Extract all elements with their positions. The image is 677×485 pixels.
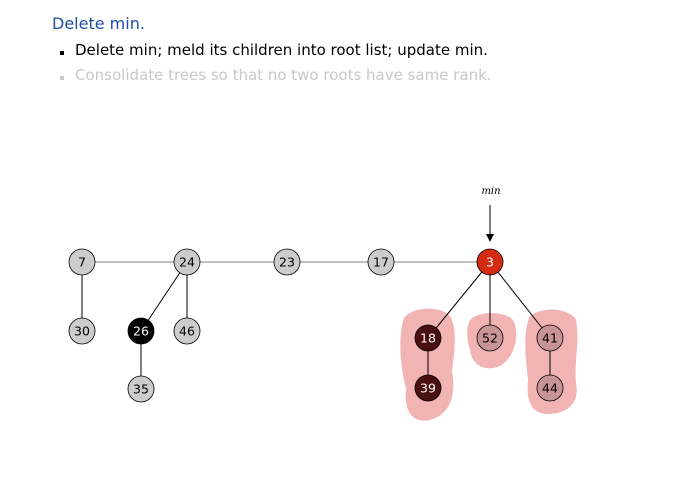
node-label: 41 bbox=[542, 331, 558, 346]
node-41: 41 bbox=[536, 324, 564, 352]
node-label: 18 bbox=[420, 331, 436, 346]
node-44: 44 bbox=[536, 374, 564, 402]
node-35: 35 bbox=[127, 375, 155, 403]
node-label: 3 bbox=[486, 255, 494, 270]
bullet-marker bbox=[60, 50, 64, 55]
node-26-marked: 26 bbox=[127, 317, 155, 345]
node-label: 24 bbox=[179, 255, 195, 270]
min-pointer-label: min bbox=[481, 186, 500, 197]
node-17: 17 bbox=[367, 248, 395, 276]
node-39: 39 bbox=[414, 374, 442, 402]
bullet-text: Delete min; meld its children into root … bbox=[75, 41, 488, 59]
node-30: 30 bbox=[68, 317, 96, 345]
node-label: 46 bbox=[179, 324, 195, 339]
node-label: 30 bbox=[74, 324, 90, 339]
edge-3-41 bbox=[489, 261, 551, 339]
node-18: 18 bbox=[414, 324, 442, 352]
node-7: 7 bbox=[68, 248, 96, 276]
bullet-item-1: Delete min; meld its children into root … bbox=[60, 41, 488, 59]
node-46: 46 bbox=[173, 317, 201, 345]
node-23: 23 bbox=[273, 248, 301, 276]
node-label: 7 bbox=[78, 255, 86, 270]
bullet-item-2: Consolidate trees so that no two roots h… bbox=[60, 66, 492, 84]
node-label: 26 bbox=[133, 324, 149, 339]
slide-title: Delete min. bbox=[52, 14, 145, 33]
node-label: 39 bbox=[420, 381, 436, 396]
node-label: 17 bbox=[373, 255, 389, 270]
edge-3-18 bbox=[427, 261, 491, 339]
node-label: 35 bbox=[133, 382, 149, 397]
edge-24-26 bbox=[140, 261, 188, 332]
node-label: 52 bbox=[482, 331, 498, 346]
node-3-min: 3 bbox=[476, 248, 504, 276]
bullet-text: Consolidate trees so that no two roots h… bbox=[75, 66, 492, 84]
node-52: 52 bbox=[476, 324, 504, 352]
node-24: 24 bbox=[173, 248, 201, 276]
bullet-marker bbox=[60, 75, 64, 80]
node-label: 23 bbox=[279, 255, 295, 270]
node-label: 44 bbox=[542, 381, 558, 396]
